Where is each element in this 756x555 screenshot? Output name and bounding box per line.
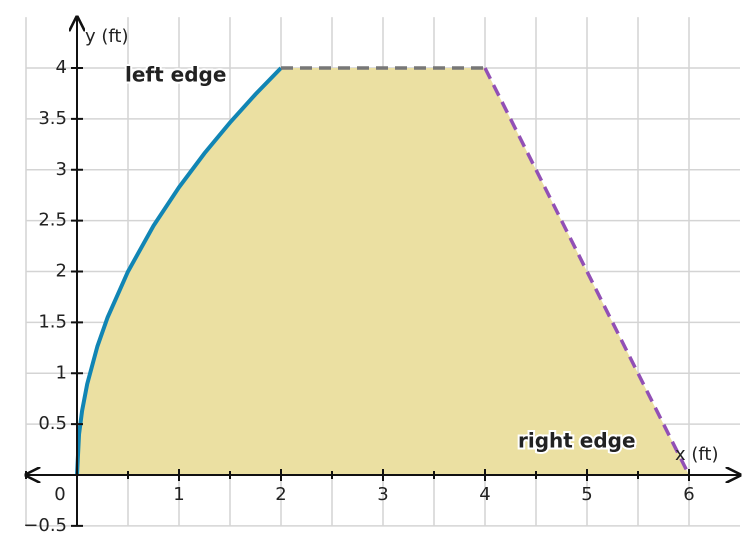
x-tick-label: 0 [54,484,65,505]
y-axis-label: y (ft) [85,26,129,47]
x-tick-label: 5 [581,484,592,505]
edge-line [75,66,283,476]
x-tick-label: 6 [683,484,694,505]
x-tick-label: 1 [173,484,184,505]
y-tick-label: 3.5 [38,108,67,129]
x-tick-label: 4 [479,484,490,505]
y-tick-label: −0.5 [23,515,67,536]
annotation: left edge [125,63,226,87]
region [77,68,689,475]
y-tick-label: 4 [56,57,67,78]
x-tick-label: 3 [377,484,388,505]
annotation: right edge [518,429,636,453]
y-tick-label: 0.5 [38,413,67,434]
y-tick-label: 3 [56,159,67,180]
x-axis-label: x (ft) [675,444,719,465]
x-tick-label: 2 [275,484,286,505]
y-tick-label: 2.5 [38,210,67,231]
y-tick-label: 1.5 [38,311,67,332]
y-tick-label: 2 [56,261,67,282]
y-tick-label: 1 [56,362,67,383]
